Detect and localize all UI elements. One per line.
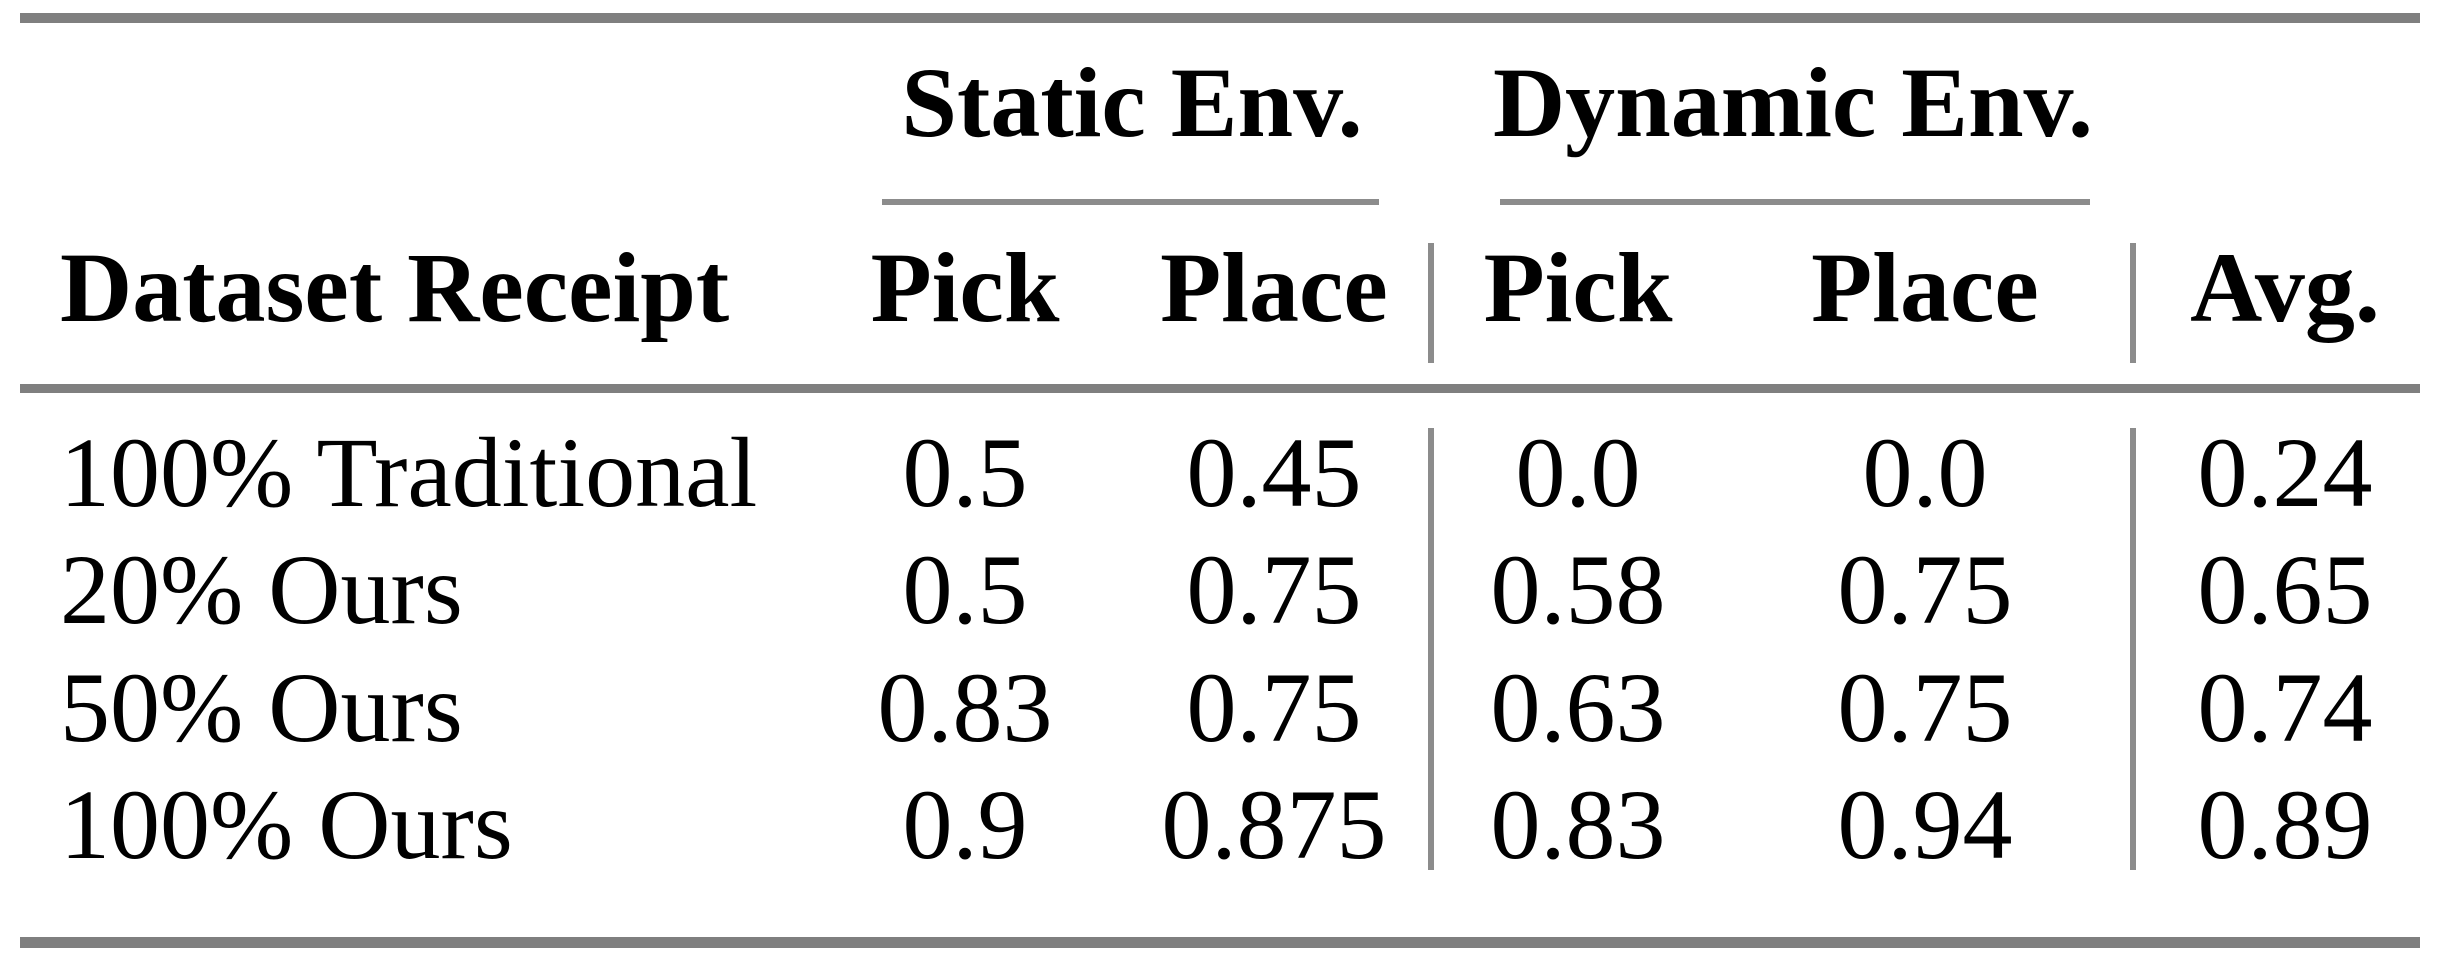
- row-label: 100% Ours: [60, 769, 513, 880]
- cell-avg: 0.24: [2197, 417, 2373, 528]
- vertical-rule-static-dynamic-body: [1428, 428, 1434, 870]
- column-header-dynamic-place: Place: [1811, 232, 2039, 343]
- group-header-dynamic: Dynamic Env.: [1492, 47, 2094, 158]
- cell-dynamic-place: 0.75: [1837, 534, 2013, 645]
- column-header-avg: Avg.: [2190, 232, 2380, 343]
- cell-dynamic-pick: 0.63: [1490, 652, 1666, 763]
- cell-static-pick: 0.9: [902, 769, 1028, 880]
- column-header-dynamic-pick: Pick: [1483, 232, 1673, 343]
- header-divider-rule: [20, 384, 2420, 393]
- cell-static-pick: 0.83: [877, 652, 1053, 763]
- vertical-rule-static-dynamic-header: [1428, 243, 1434, 363]
- column-header-static-place: Place: [1160, 232, 1388, 343]
- cell-dynamic-place: 0.75: [1837, 652, 2013, 763]
- cell-dynamic-pick: 0.83: [1490, 769, 1666, 880]
- cell-static-place: 0.75: [1186, 534, 1362, 645]
- cell-avg: 0.74: [2197, 652, 2373, 763]
- row-label: 100% Traditional: [60, 417, 758, 528]
- cell-dynamic-pick: 0.0: [1515, 417, 1641, 528]
- cell-avg: 0.89: [2197, 769, 2373, 880]
- column-header-static-pick: Pick: [870, 232, 1060, 343]
- cell-static-place: 0.875: [1161, 769, 1387, 880]
- row-label: 20% Ours: [60, 534, 463, 645]
- top-rule: [20, 13, 2420, 23]
- bottom-rule: [20, 937, 2420, 948]
- cell-static-place: 0.75: [1186, 652, 1362, 763]
- vertical-rule-avg-header: [2130, 243, 2136, 363]
- dynamic-group-underline: [1500, 199, 2090, 205]
- row-label: 50% Ours: [60, 652, 463, 763]
- cell-avg: 0.65: [2197, 534, 2373, 645]
- cell-dynamic-pick: 0.58: [1490, 534, 1666, 645]
- static-group-underline: [882, 199, 1379, 205]
- group-header-static: Static Env.: [901, 47, 1363, 158]
- cell-static-pick: 0.5: [902, 534, 1028, 645]
- cell-static-pick: 0.5: [902, 417, 1028, 528]
- column-header-dataset-receipt: Dataset Receipt: [60, 232, 730, 343]
- vertical-rule-avg-body: [2130, 428, 2136, 870]
- cell-dynamic-place: 0.94: [1837, 769, 2013, 880]
- cell-static-place: 0.45: [1186, 417, 1362, 528]
- cell-dynamic-place: 0.0: [1862, 417, 1988, 528]
